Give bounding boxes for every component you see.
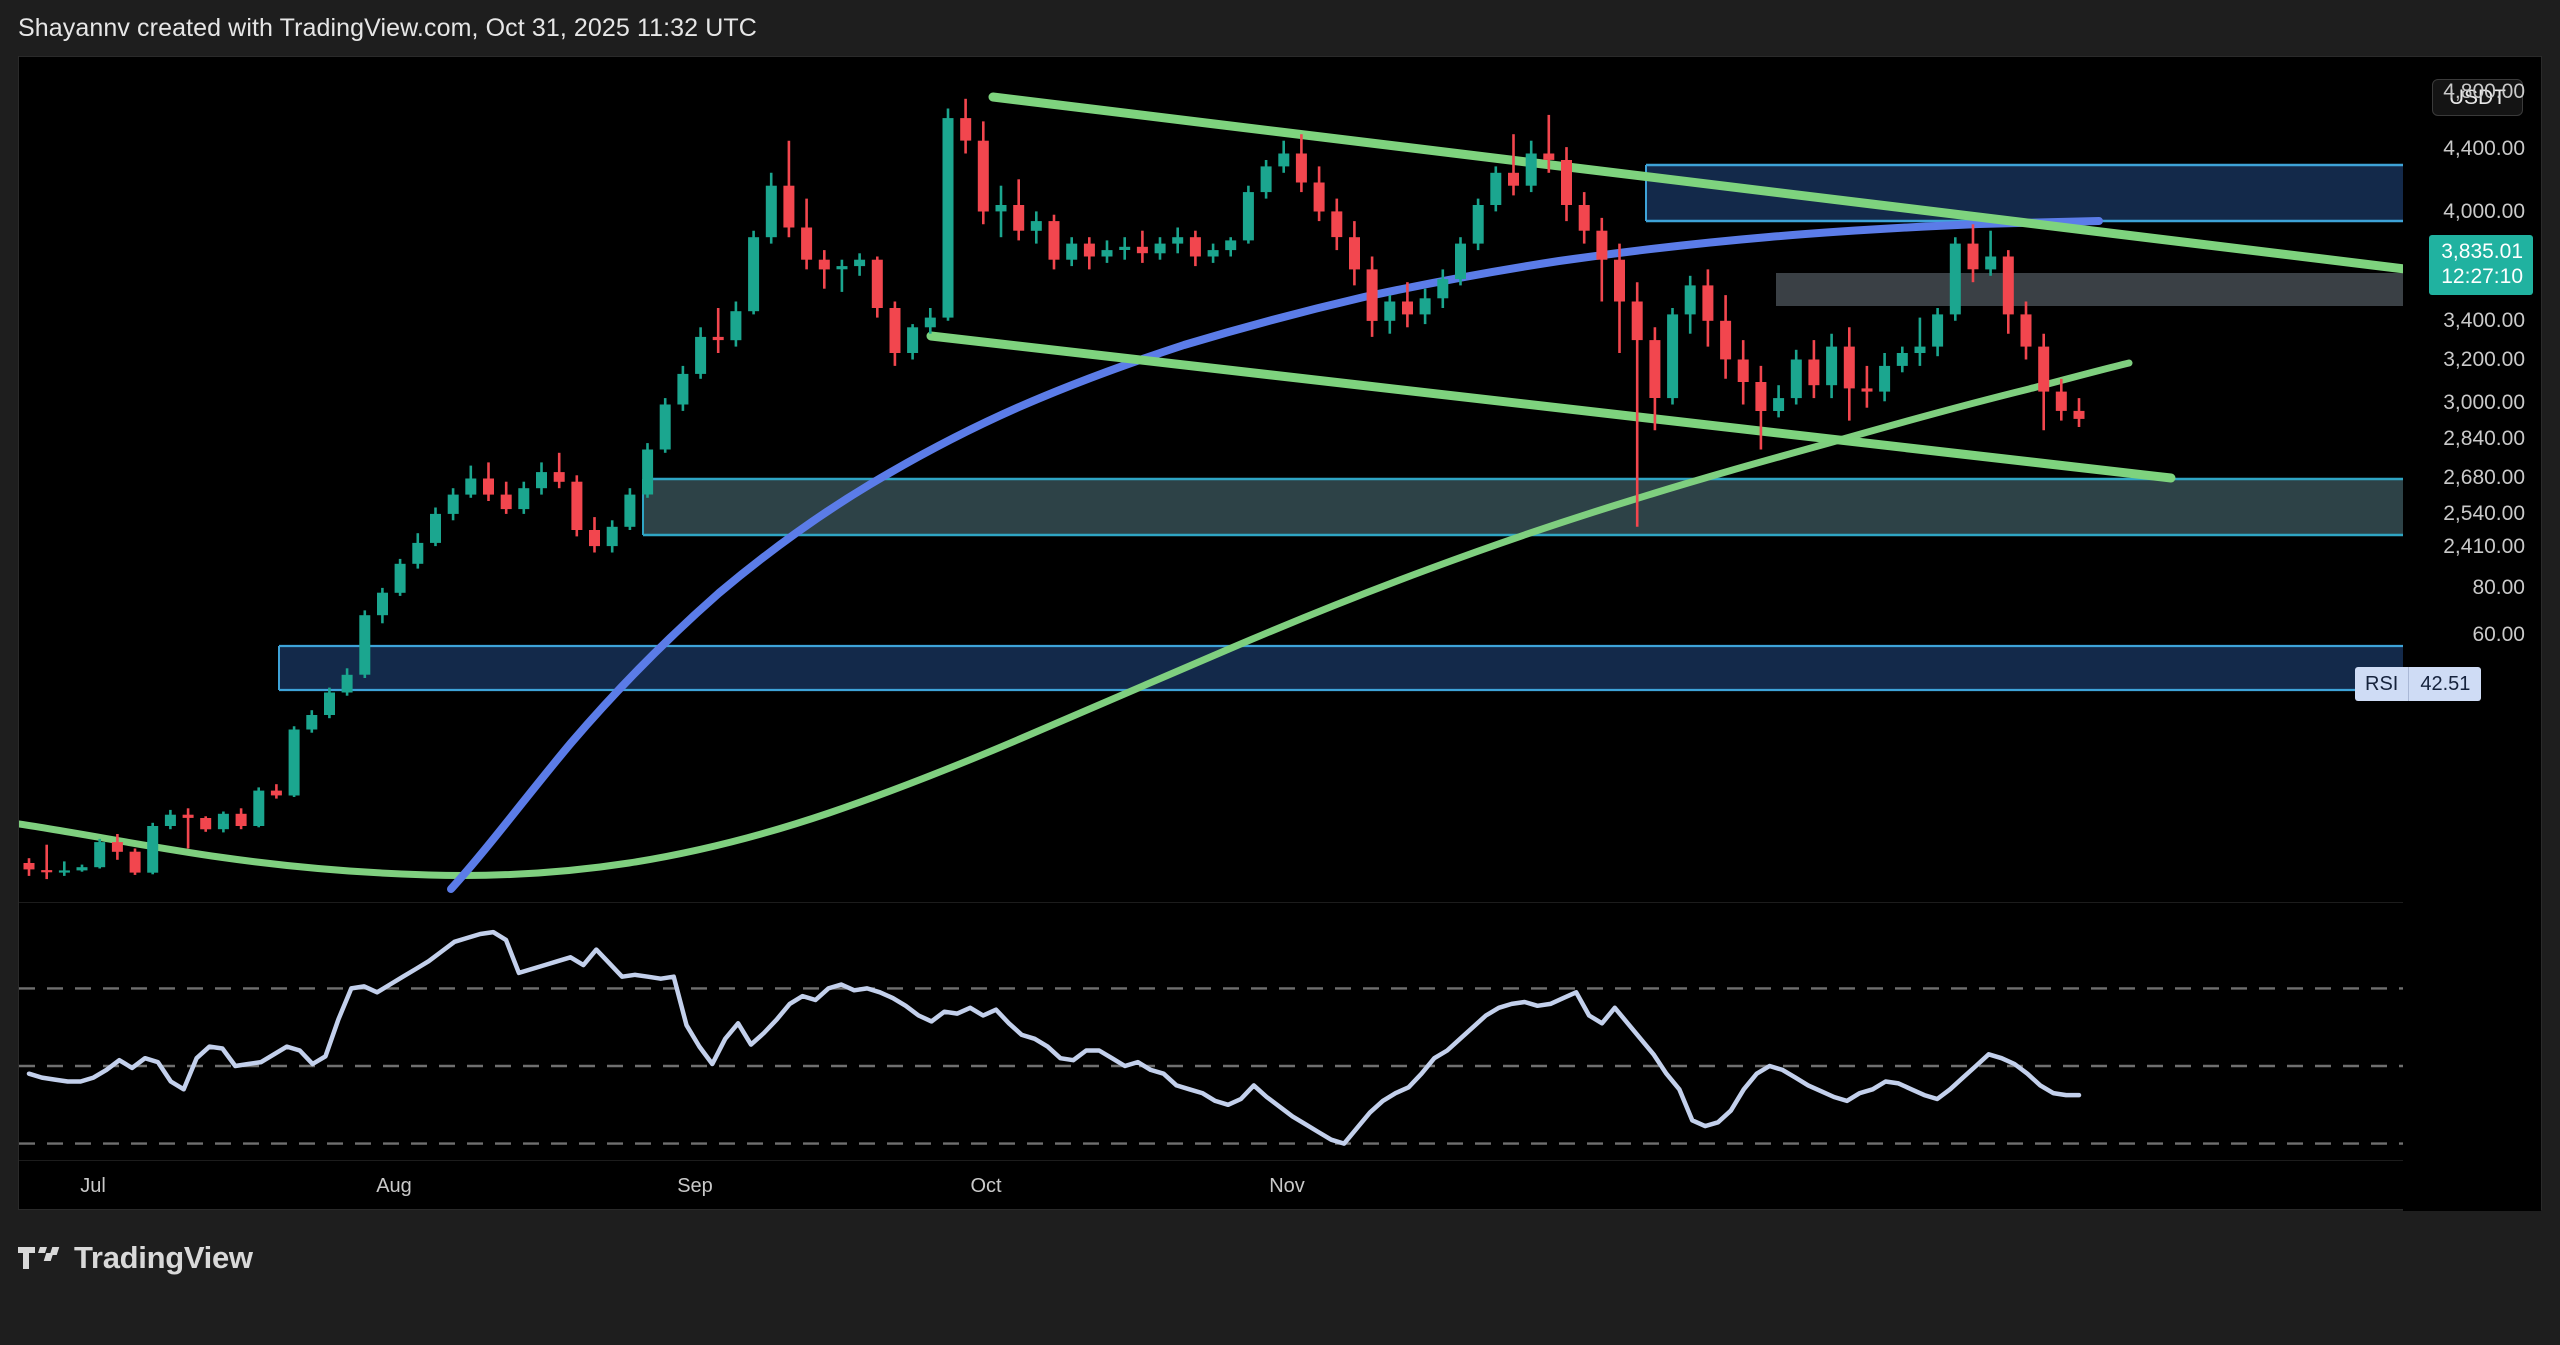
price-tick: 4,400.00 (2443, 137, 2525, 160)
tradingview-logo: TradingView (18, 1240, 253, 1276)
time-axis[interactable]: Jul Aug Sep Oct Nov (19, 1160, 2405, 1209)
price-tick: 3,400.00 (2443, 309, 2525, 332)
rsi-pane[interactable] (19, 902, 2405, 1163)
zone-supply-gray (1776, 273, 2405, 306)
watermark-text: Shayannv created with TradingView.com, O… (18, 14, 757, 42)
rsi-plot-background (19, 903, 2405, 1163)
price-axis[interactable]: USDT 4,800.00 4,400.00 4,000.00 3,600.00… (2355, 57, 2541, 1211)
ma-fast-blue-line (447, 217, 2103, 893)
price-tick: 2,680.00 (2443, 466, 2525, 489)
zone-demand-3000 (278, 644, 2405, 692)
chart-container[interactable]: Jul Aug Sep Oct Nov USDT 4,800.00 4,400.… (18, 56, 2542, 1211)
price-tick: 2,410.00 (2443, 535, 2525, 558)
rsi-badge-value: 42.51 (2408, 667, 2482, 701)
candlestick-series (23, 98, 2085, 880)
rsi-line (26, 929, 2082, 1146)
price-tick: 3,000.00 (2443, 391, 2525, 414)
price-tick: 3,200.00 (2443, 348, 2525, 371)
currency-badge[interactable]: USDT (2431, 79, 2523, 116)
price-tick: 4,000.00 (2443, 200, 2525, 223)
rsi-status-badge[interactable]: RSI 42.51 (2355, 667, 2482, 701)
price-plot[interactable] (19, 57, 2405, 900)
time-tick: Nov (1269, 1175, 1305, 1197)
wedge-lower-trendline (926, 331, 2176, 483)
time-tick: Jul (80, 1175, 106, 1197)
rsi-tick: 60.00 (2472, 623, 2525, 646)
time-tick: Oct (970, 1175, 1002, 1197)
price-pane[interactable] (19, 57, 2405, 900)
price-tick: 2,840.00 (2443, 427, 2525, 450)
price-tick: 2,540.00 (2443, 502, 2525, 525)
zone-support-3450 (642, 477, 2405, 537)
bar-countdown: 12:27:10 (2441, 264, 2523, 288)
tradingview-logo-text: TradingView (74, 1240, 253, 1275)
rsi-plot[interactable] (19, 903, 2405, 1163)
last-price-value: 3,835.01 (2441, 240, 2523, 263)
rsi-tick: 80.00 (2472, 576, 2525, 599)
price-tick: 4,800.00 (2443, 80, 2525, 103)
time-tick: Aug (376, 1175, 412, 1197)
rsi-badge-name: RSI (2355, 667, 2409, 701)
last-price-tag[interactable]: 3,835.01 12:27:10 (2429, 235, 2533, 296)
wedge-upper-trendline (988, 92, 2405, 274)
rsi-level-lines (19, 987, 2405, 1145)
tradingview-logo-icon (18, 1243, 62, 1273)
time-tick: Sep (677, 1175, 713, 1197)
watermark-bar: Shayannv created with TradingView.com, O… (0, 0, 2560, 56)
